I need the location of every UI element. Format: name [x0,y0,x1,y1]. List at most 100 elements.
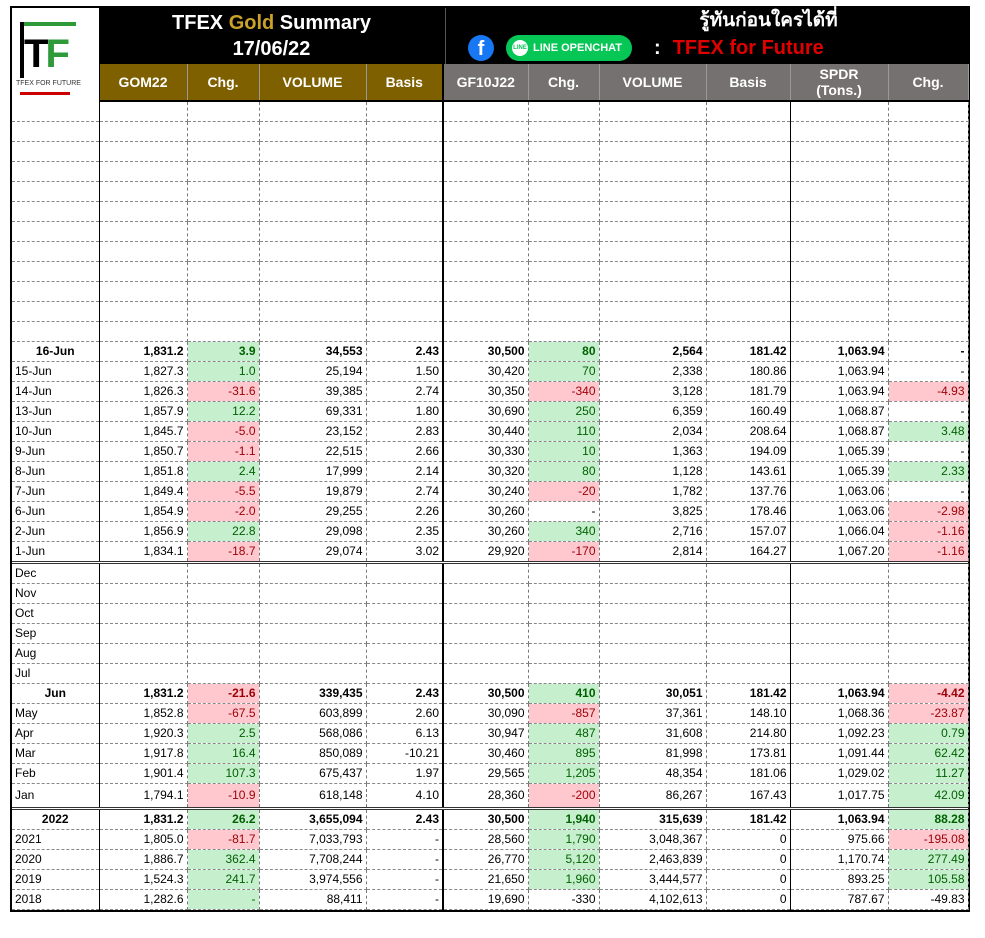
cell-gom22-basis: 3.02 [366,541,444,564]
cell-gf10j22-chg: -340 [528,381,600,402]
cell-gom22 [99,321,188,342]
cell-gom22-volume [259,161,367,182]
facebook-icon[interactable]: f [468,35,494,61]
cell-gom22-volume: 339,435 [259,683,367,704]
cell-gom22-chg: -81.7 [187,829,260,850]
cell-gom22-basis [366,201,444,222]
cell-gom22 [99,301,188,322]
cell-gf10j22-basis: 160.49 [706,401,791,422]
cell-gom22-chg: 241.7 [187,869,260,890]
report-date: 17/06/22 [232,38,311,60]
cell-spdr [790,101,889,122]
cell-gom22-chg: 1.0 [187,361,260,382]
line-openchat-button[interactable]: LINE LINE OPENCHAT [506,35,633,61]
cell-gom22-chg [187,562,260,584]
cell-gom22-chg [187,603,260,624]
cell-gf10j22-basis: 167.43 [706,783,791,810]
cell-label: 2018 [12,889,100,910]
header-spdr: SPDR (Tons.) [790,64,889,102]
cell-gom22-basis: 2.43 [366,341,444,362]
cell-label: 8-Jun [12,461,100,482]
cell-spdr-chg [888,121,969,142]
cell-gf10j22-basis: 0 [706,889,791,910]
cell-gf10j22-basis [706,321,791,342]
cell-gom22-volume: 850,089 [259,743,367,764]
cell-gf10j22-chg [528,663,600,684]
cell-gf10j22-volume: 1,128 [599,461,707,482]
cell-label [12,281,100,302]
cell-spdr-chg [888,161,969,182]
cell-spdr-chg: 42.09 [888,783,969,810]
cell-spdr-chg: -49.83 [888,889,969,910]
cell-spdr-chg: 3.48 [888,421,969,442]
cell-label: 15-Jun [12,361,100,382]
header-gom22: GOM22 [99,64,188,102]
cell-gf10j22-chg [528,161,600,182]
cell-gom22-basis: 6.13 [366,723,444,744]
header-gf10j22-volume: VOLUME [599,64,707,102]
cell-label: Mar [12,743,100,764]
header-gf10j22-basis: Basis [706,64,791,102]
cell-gom22-basis: - [366,869,444,890]
cell-gf10j22-volume: 2,814 [599,541,707,564]
cell-gf10j22-volume: 2,034 [599,421,707,442]
cell-gf10j22-volume: 315,639 [599,808,707,830]
empty-row [12,121,969,142]
cell-gf10j22-basis [706,181,791,202]
cell-gom22-chg: 16.4 [187,743,260,764]
table-row: 2020 1,886.7 362.4 7,708,244-26,770 5,120 2,4… [12,849,969,870]
cell-gom22 [99,241,188,262]
cell-gf10j22-chg: -170 [528,541,600,564]
table-row: 6-Jun 1,854.9 -2.0 29,255 2.26 30,260-3,825 17… [12,501,969,522]
cell-gf10j22-basis: 214.80 [706,723,791,744]
cell-gom22: 1,831.2 [99,341,188,362]
page-title: TFEX Gold Summary 17/06/22 [100,8,443,64]
cell-gf10j22-chg [528,261,600,282]
table-row: 7-Jun 1,849.4 -5.5 19,879 2.74 30,240 -20 1,782… [12,481,969,502]
cell-gom22-volume: 7,033,793 [259,829,367,850]
cell-gom22-basis: 2.26 [366,501,444,522]
cell-gom22-basis [366,301,444,322]
cell-gf10j22-basis [706,141,791,162]
cell-gf10j22-basis [706,663,791,684]
cell-gf10j22: 30,440 [443,421,529,442]
cell-gom22: 1,827.3 [99,361,188,382]
table-row: Apr 1,920.3 2.5 568,086 6.13 30,947 487 31,608 2… [12,723,969,744]
cell-spdr-chg: -23.87 [888,703,969,724]
cell-gf10j22-volume: 48,354 [599,763,707,784]
cell-gom22-volume [259,562,367,584]
cell-gom22-chg: 3.9 [187,341,260,362]
cell-spdr: 1,063.94 [790,341,889,362]
cell-gf10j22-chg: 10 [528,441,600,462]
cell-gf10j22: 30,240 [443,481,529,502]
title-suffix: Summary [274,12,371,34]
cell-gom22-chg: 22.8 [187,521,260,542]
cell-gom22-chg: -10.9 [187,783,260,810]
cell-label [12,261,100,282]
cell-gf10j22-volume: 86,267 [599,783,707,810]
cell-gom22-volume [259,663,367,684]
cell-spdr-chg: 2.33 [888,461,969,482]
cell-gf10j22-chg [528,101,600,122]
cell-spdr: 1,063.06 [790,481,889,502]
cell-gf10j22: 28,560 [443,829,529,850]
cell-gf10j22-chg [528,603,600,624]
cell-gom22-chg: -31.6 [187,381,260,402]
cell-gom22-chg [187,121,260,142]
cell-gf10j22-chg: 1,940 [528,808,600,830]
cell-label: 2021 [12,829,100,850]
cell-gom22 [99,643,188,664]
cell-gf10j22-basis: 0 [706,849,791,870]
cell-gom22-volume: 3,655,094 [259,808,367,830]
cell-spdr-chg: - [888,341,969,362]
cell-spdr [790,562,889,584]
cell-spdr: 1,065.39 [790,441,889,462]
cell-gom22-volume: 88,411 [259,889,367,910]
cell-gom22-chg [187,623,260,644]
cell-spdr [790,623,889,644]
empty-row [12,281,969,302]
cell-label [12,241,100,262]
cell-gom22 [99,583,188,604]
cell-gom22-chg [187,221,260,242]
cell-label: 2-Jun [12,521,100,542]
